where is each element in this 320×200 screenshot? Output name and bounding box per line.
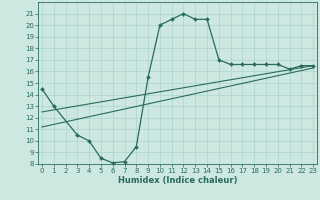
X-axis label: Humidex (Indice chaleur): Humidex (Indice chaleur) (118, 176, 237, 185)
